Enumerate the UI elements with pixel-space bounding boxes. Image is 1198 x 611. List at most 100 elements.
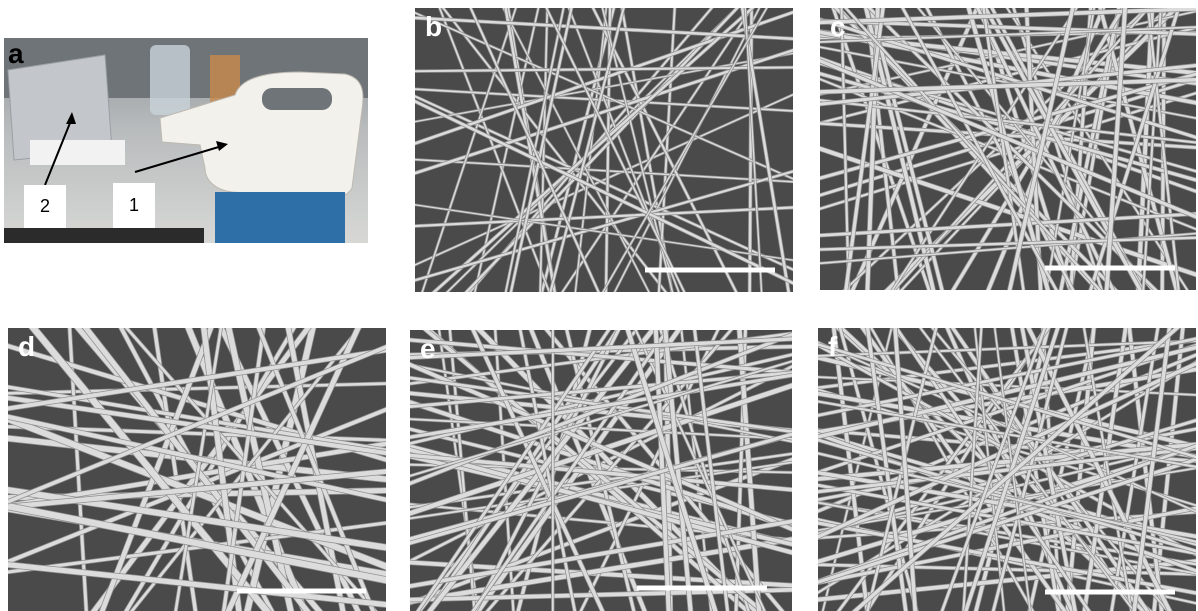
fiber [1142, 8, 1162, 290]
fiber [1147, 8, 1180, 290]
panel-label: a [8, 38, 24, 69]
fiber [818, 446, 1196, 494]
fiber [893, 328, 918, 611]
fiber [818, 452, 1196, 543]
fiber [8, 503, 386, 584]
fiber [415, 158, 793, 183]
fiber [844, 8, 1102, 290]
fiber [545, 8, 686, 292]
fiber [602, 8, 768, 292]
fiber [663, 330, 693, 611]
fiber [8, 414, 386, 502]
fiber [818, 343, 1196, 459]
fiber [818, 444, 1196, 583]
fiber [865, 8, 900, 290]
sem-panel: e [410, 330, 792, 611]
fiber [471, 330, 605, 611]
fiber [415, 16, 793, 41]
fiber [604, 8, 612, 292]
fiber [509, 8, 573, 292]
fiber [693, 330, 729, 611]
fiber [99, 328, 214, 611]
fiber [8, 562, 386, 608]
fiber [744, 8, 763, 292]
sem-panel: c [820, 8, 1196, 290]
fiber [8, 348, 386, 411]
fiber [820, 146, 1196, 277]
fiber [1007, 8, 1075, 290]
sem-panel: b [415, 8, 793, 292]
fiber [518, 330, 577, 611]
fiber [613, 8, 761, 292]
fiber [964, 328, 1060, 611]
fiber [549, 8, 625, 292]
fiber [540, 8, 615, 292]
photo-panel: 2 1 a [4, 38, 368, 243]
fiber [866, 328, 938, 611]
fiber [1089, 8, 1181, 290]
fiber [820, 8, 1196, 25]
fiber [818, 361, 1196, 539]
fiber [1104, 8, 1127, 290]
fiber [634, 330, 766, 611]
fiber [818, 506, 1196, 585]
fiber [504, 8, 556, 292]
fiber [427, 330, 656, 611]
panel-label: c [830, 11, 846, 42]
fiber [1083, 328, 1133, 611]
fiber [442, 8, 667, 292]
fiber [8, 345, 386, 504]
fiber [410, 337, 792, 360]
fiber [410, 332, 792, 486]
fiber [820, 59, 1196, 219]
fiber [818, 340, 1196, 357]
fiber [421, 8, 517, 292]
fiber [561, 8, 753, 292]
panel-label: b [425, 11, 442, 42]
fiber [410, 432, 792, 545]
fiber [29, 328, 271, 611]
fiber [820, 212, 1196, 237]
fiber [818, 343, 1196, 474]
fiber [940, 328, 1047, 611]
fiber [474, 8, 540, 292]
fiber [415, 66, 793, 73]
fiber [838, 328, 919, 611]
fiber [1136, 8, 1155, 290]
fiber [962, 328, 983, 611]
fiber [659, 330, 750, 611]
fiber [415, 93, 793, 266]
fiber [410, 360, 792, 477]
fiber [983, 8, 1143, 290]
fiber [415, 204, 793, 261]
fiber [625, 330, 718, 611]
fiber [464, 8, 739, 292]
fiber [502, 8, 650, 292]
fiber [418, 330, 638, 611]
sem-panel: f [818, 328, 1196, 611]
fiber [410, 457, 792, 605]
callout: 1 [129, 195, 139, 215]
fiber [410, 519, 792, 589]
fiber [427, 330, 620, 611]
fiber [415, 99, 793, 285]
fiber [174, 328, 223, 611]
fiber [818, 388, 1196, 507]
fiber [410, 338, 792, 375]
fiber [818, 442, 1196, 481]
fiber [748, 8, 753, 292]
fiber [818, 337, 1196, 417]
fiber [8, 415, 386, 570]
fiber [852, 328, 1180, 611]
panel-label: f [828, 331, 838, 362]
fiber [539, 8, 549, 292]
fiber [415, 206, 793, 228]
fiber [901, 8, 1058, 290]
fiber [410, 373, 792, 439]
fiber [438, 8, 551, 292]
fiber [469, 8, 600, 292]
sem-panel: d [8, 328, 386, 611]
fiber [8, 385, 386, 452]
panel-label: d [18, 331, 35, 362]
